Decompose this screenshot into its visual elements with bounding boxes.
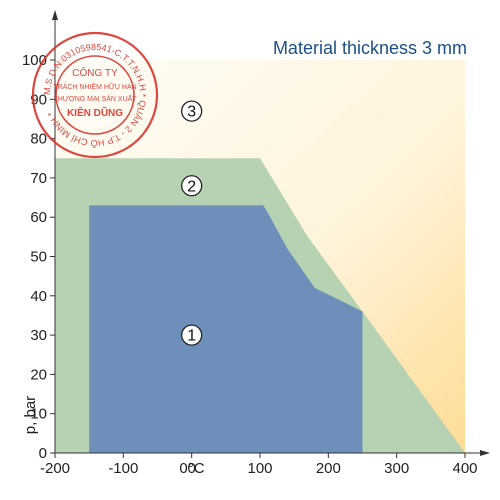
axes — [52, 10, 490, 456]
zone-labels-layer: 3 2 1 — [181, 100, 203, 346]
chart-title: Material thickness 3 mm — [273, 38, 467, 58]
x-ticks: -200 -100 0 100 200 300 400 — [40, 453, 478, 477]
zone-2-badge — [181, 175, 203, 197]
x-tick-label: 100 — [247, 460, 272, 477]
y-tick-label: 20 — [30, 366, 47, 383]
x-tick-label: -200 — [40, 460, 70, 477]
stamp-inner-ring — [55, 55, 135, 135]
x-tick-label: 300 — [384, 460, 409, 477]
stamp-line-3: THƯƠNG MẠI SẢN XUẤT — [53, 93, 137, 103]
y-tick-label: 70 — [30, 170, 47, 187]
y-tick-label: 80 — [30, 131, 47, 148]
zone-2-label: 2 — [187, 178, 196, 195]
zone-3-label: 3 — [187, 104, 196, 121]
y-tick-label: 50 — [30, 249, 47, 266]
y-tick-label: 30 — [30, 327, 47, 344]
x-tick-label: 0 — [187, 460, 195, 477]
stamp-line-4: KIÊN DŨNG — [67, 106, 123, 119]
y-axis-label: p, bar — [22, 396, 39, 434]
zone-1-badge — [181, 324, 203, 346]
y-tick-label: 0 — [39, 445, 47, 462]
y-tick-label: 60 — [30, 209, 47, 226]
zones-layer — [55, 60, 465, 454]
x-axis-label: 0°C — [179, 460, 204, 477]
x-tick-label: -100 — [108, 460, 138, 477]
y-tick-label: 40 — [30, 288, 47, 305]
x-tick-label: 200 — [316, 460, 341, 477]
stamp-line-1: CÔNG TY — [72, 66, 118, 79]
stamp-line-2: TRÁCH NHIỆM HỮU HẠN — [53, 82, 136, 91]
x-axis-arrow — [480, 450, 490, 456]
zone-3-badge — [181, 100, 203, 122]
zone-1-area — [89, 205, 363, 453]
y-tick-label: 10 — [30, 406, 47, 423]
y-axis-arrow — [52, 10, 58, 20]
zone-1-label: 1 — [187, 328, 196, 345]
stamp-outer-ring — [31, 31, 159, 159]
x-tick-label: 400 — [452, 460, 477, 477]
